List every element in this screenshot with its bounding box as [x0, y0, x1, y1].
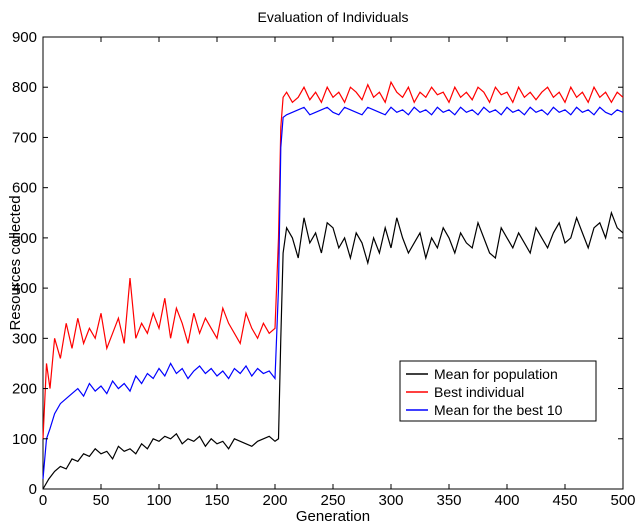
legend-box — [399, 360, 597, 422]
legend: Mean for population Best individual Mean f… — [399, 360, 597, 422]
y-axis-title: Resources collected — [7, 195, 24, 330]
x-tick-label: 150 — [204, 492, 229, 509]
y-tick-label: 800 — [12, 79, 37, 96]
y-tick-label: 600 — [12, 180, 37, 197]
legend-label-3: Mean for the best 10 — [434, 402, 563, 418]
y-tick-label: 500 — [12, 230, 37, 247]
chart-title: Evaluation of Individuals — [258, 9, 409, 25]
x-tick-label: 400 — [494, 492, 519, 509]
y-tick-label: 200 — [12, 381, 37, 398]
legend-label-1: Mean for population — [434, 366, 558, 382]
x-tick-label: 300 — [378, 492, 403, 509]
x-tick-label: 350 — [436, 492, 461, 509]
series-line-3 — [42, 106, 624, 480]
x-tick-label: 200 — [262, 492, 287, 509]
legend-label-2: Best individual — [434, 384, 524, 400]
series-line-1 — [42, 210, 624, 490]
y-tick-label: 100 — [12, 431, 37, 448]
x-tick-label: 100 — [146, 492, 171, 509]
y-tick-label: 700 — [12, 129, 37, 146]
y-tick-label: 0 — [29, 481, 37, 498]
x-tick-label: 0 — [39, 492, 47, 509]
x-axis-title: Generation — [296, 508, 370, 522]
y-tick-label: 300 — [12, 330, 37, 347]
y-axis: 0 100 200 300 400 500 600 700 800 900 — [12, 29, 623, 498]
y-tick-label: 900 — [12, 29, 37, 46]
x-axis: 0 50 100 150 200 250 300 350 400 450 500 — [39, 37, 636, 509]
x-tick-label: 50 — [93, 492, 110, 509]
series-line-2 — [42, 80, 624, 439]
x-tick-label: 500 — [610, 492, 635, 509]
y-tick-label: 400 — [12, 280, 37, 297]
x-tick-label: 250 — [320, 492, 345, 509]
x-tick-label: 450 — [552, 492, 577, 509]
series-layer — [42, 80, 624, 490]
